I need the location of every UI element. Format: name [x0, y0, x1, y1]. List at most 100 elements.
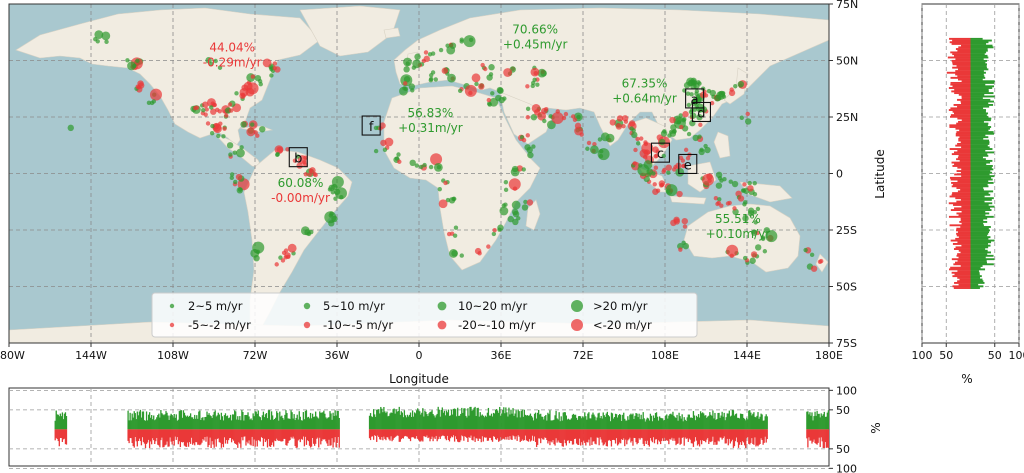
longitude-loss-bar — [465, 429, 467, 437]
longitude-gain-bar — [180, 410, 183, 430]
longitude-gain-bar — [672, 411, 674, 430]
gain-point — [217, 65, 223, 70]
gain-point — [497, 87, 504, 94]
longitude-loss-bar — [255, 429, 257, 441]
legend-entry-label: 5~10 m/yr — [323, 299, 385, 313]
longitude-gain-bar — [735, 413, 738, 430]
longitude-gain-bar — [586, 419, 588, 430]
longitude-loss-bar — [381, 429, 383, 437]
longitude-loss-bar — [338, 429, 340, 448]
longitude-gain-bar — [280, 416, 282, 430]
longitude-loss-bar — [138, 429, 141, 439]
longitude-loss-bar — [419, 429, 421, 442]
latitude-gain-bar — [970, 78, 983, 81]
latitude-gain-bar — [970, 166, 992, 169]
longitude-loss-bar — [621, 429, 623, 440]
longitude-loss-bar — [131, 429, 133, 443]
gain-point — [597, 148, 610, 161]
map-gridlines — [9, 4, 829, 343]
longitude-gain-bar — [132, 417, 134, 430]
loss-point — [639, 136, 644, 141]
longitude-gain-bar — [251, 420, 253, 430]
loss-point — [747, 185, 754, 192]
map-axes: 180W144W108W72W36W036E72E108E144E180E75N… — [0, 0, 858, 362]
latitude-loss-bar — [951, 271, 971, 274]
gain-point — [403, 66, 410, 73]
longitude-loss-bar — [546, 429, 548, 441]
longitude-gain-bar — [627, 416, 629, 430]
longitude-gain-bar — [637, 417, 639, 430]
longitude-loss-bar — [130, 429, 132, 439]
longitude-loss-bar — [317, 429, 319, 438]
longitude-gain-bar — [531, 417, 534, 430]
loss-point — [669, 116, 676, 124]
longitude-gain-bar — [749, 410, 751, 430]
longitude-gain-bar — [610, 412, 613, 430]
longitude-loss-bar — [728, 429, 730, 439]
latitude-loss-bar — [953, 248, 971, 250]
longitude-loss-bar — [736, 429, 739, 443]
longitude-loss-bar — [694, 429, 697, 438]
longitude-gain-bar — [306, 417, 309, 430]
longitude-loss-bar — [607, 429, 610, 441]
longitude-loss-bar — [679, 429, 681, 445]
longitude-gain-bar — [204, 416, 206, 430]
longitude-gain-bar — [822, 414, 824, 430]
longitude-loss-bar — [579, 429, 581, 439]
latitude-loss-bar — [951, 59, 971, 62]
lon-tick-label: 72W — [243, 349, 268, 362]
latitude-loss-bar — [952, 275, 971, 278]
longitude-gain-bar — [733, 415, 736, 430]
longitude-gain-bar — [174, 417, 176, 430]
longitude-loss-bar — [658, 429, 661, 442]
latitude-loss-bar — [952, 66, 971, 69]
latitude-gain-bar — [970, 219, 984, 222]
longitude-loss-bar — [520, 429, 522, 441]
latitude-loss-bar — [956, 200, 971, 203]
longitude-gain-bar — [680, 418, 682, 430]
longitude-loss-bar — [815, 429, 817, 444]
latitude-gain-bar — [970, 165, 993, 167]
longitude-gain-bar — [490, 413, 493, 430]
legend-marker — [437, 320, 447, 330]
longitude-loss-bar — [279, 429, 281, 441]
longitude-gain-bar — [440, 409, 442, 430]
longitude-gain-bar — [564, 412, 566, 430]
longitude-loss-bar — [547, 429, 549, 444]
longitude-loss-bar — [489, 429, 492, 438]
longitude-loss-bar — [309, 429, 312, 448]
longitude-gain-bar — [285, 410, 287, 430]
legend-entry-label: >20 m/yr — [593, 299, 648, 313]
loss-point — [228, 108, 234, 113]
longitude-gain-bar — [320, 412, 322, 430]
longitude-gain-bar — [812, 420, 814, 430]
loss-point — [525, 133, 530, 138]
longitude-loss-bar — [64, 429, 67, 445]
latitude-gain-bar — [970, 287, 980, 289]
longitude-gain-bar — [617, 415, 620, 430]
longitude-gain-bar — [514, 413, 516, 430]
longitude-gain-bar — [623, 412, 625, 430]
latitude-loss-bar — [954, 92, 971, 95]
longitude-loss-bar — [819, 429, 821, 447]
longitude-loss-bar — [331, 429, 333, 439]
loss-point — [678, 247, 683, 252]
longitude-loss-bar — [382, 429, 384, 441]
longitude-loss-bar — [384, 429, 386, 439]
longitude-loss-bar — [754, 429, 756, 438]
gain-point — [689, 92, 694, 97]
longitude-gain-bar — [520, 411, 522, 430]
longitude-loss-bar — [753, 429, 755, 445]
gain-point — [451, 250, 458, 257]
longitude-gain-bar — [523, 409, 525, 430]
longitude-gain-bar — [252, 413, 254, 430]
latitude-gain-bar — [970, 56, 989, 59]
longitude-gain-bar — [319, 411, 321, 430]
longitude-loss-bar — [602, 429, 604, 446]
latitude-gain-bar — [970, 141, 990, 144]
latitude-gain-bar — [970, 161, 991, 164]
longitude-gain-bar — [266, 418, 269, 430]
latitude-loss-bar — [961, 175, 971, 178]
longitude-loss-bar — [286, 429, 288, 446]
longitude-gain-bar — [334, 410, 336, 430]
